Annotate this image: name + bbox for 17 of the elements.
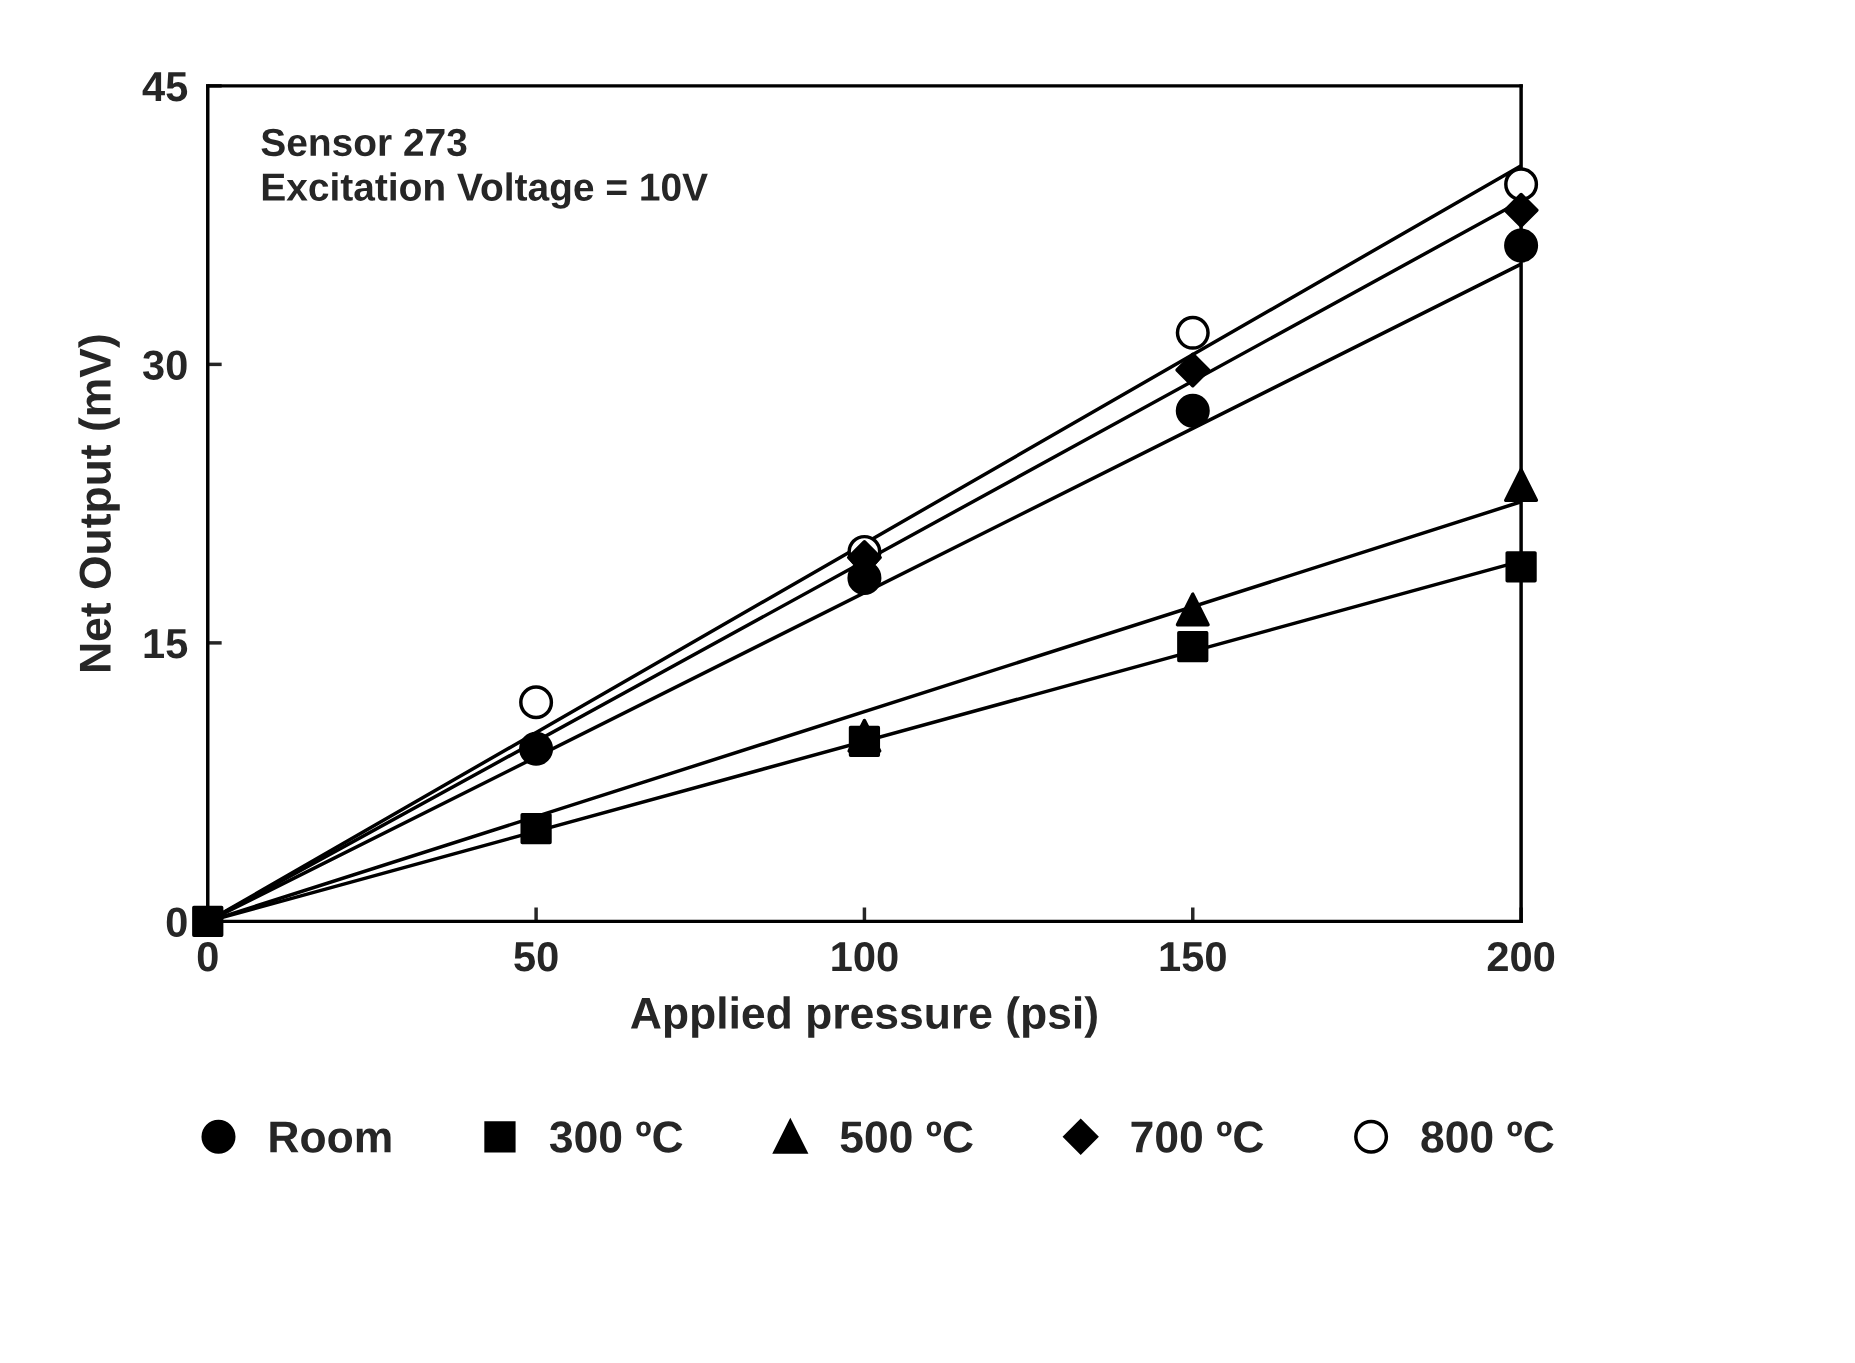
y-axis-title: Net Output (mV) [78, 335, 120, 671]
x-tick-label: 50 [514, 941, 558, 972]
x-tick-label: 100 [832, 941, 898, 972]
legend-label: 500 ºC [840, 1121, 973, 1153]
legend-label: Room [270, 1121, 391, 1153]
legend-label: 800 ºC [1421, 1121, 1554, 1153]
annotation: Sensor 273 Excitation Voltage = 10V [261, 128, 708, 209]
y-tick-label: 0 [166, 907, 187, 937]
legend-label: 300 ºC [549, 1121, 683, 1153]
x-tick-label: 200 [1487, 941, 1555, 972]
y-tick-label: 45 [142, 72, 188, 102]
y-tick-label: 30 [142, 350, 187, 380]
x-axis-title: Applied pressure (psi) [630, 996, 1097, 1038]
x-tick-label: 150 [1160, 941, 1226, 972]
legend-label: 700 ºC [1131, 1121, 1264, 1153]
y-tick-label: 15 [144, 629, 188, 659]
x-tick-label: 0 [197, 941, 218, 972]
